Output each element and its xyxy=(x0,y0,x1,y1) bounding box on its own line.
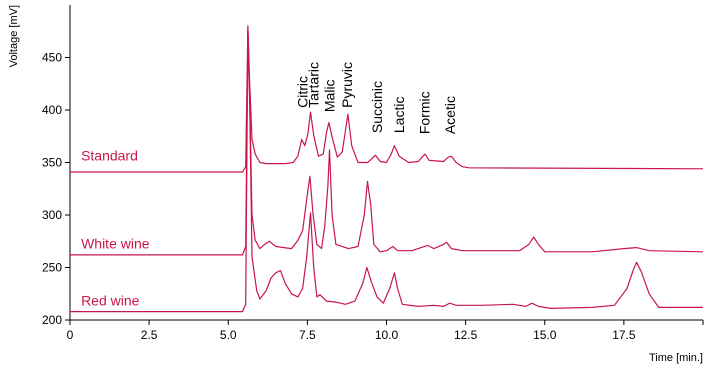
series-label: Red wine xyxy=(81,292,140,308)
peak-label: Lactic xyxy=(391,97,407,134)
x-tick-label: 2.5 xyxy=(141,328,158,342)
x-tick-label: 7.5 xyxy=(299,328,316,342)
y-tick-label: 400 xyxy=(42,103,62,117)
trace-labels: Standard White wine Red wine xyxy=(81,147,150,308)
x-tick-label: 15.0 xyxy=(533,328,557,342)
y-tick-label: 250 xyxy=(42,261,62,275)
x-tick-label: 12.5 xyxy=(454,328,478,342)
y-tick-label: 350 xyxy=(42,156,62,170)
series-label: Standard xyxy=(81,147,138,163)
peak-label: Malic xyxy=(322,79,338,112)
y-tick-label: 450 xyxy=(42,51,62,65)
y-tick-label: 300 xyxy=(42,208,62,222)
traces xyxy=(70,25,704,313)
peak-label: Formic xyxy=(416,91,432,134)
peak-label: Succinic xyxy=(369,81,385,133)
series-label: White wine xyxy=(81,236,150,252)
x-tick-label: 5.0 xyxy=(220,328,237,342)
peak-label: Pyruvic xyxy=(339,62,355,108)
trace-white-wine xyxy=(70,27,704,256)
peak-label: Citric xyxy=(295,76,311,108)
x-tick-label: 17.5 xyxy=(612,328,636,342)
tick-group: 0 2.5 5.0 7.5 10.0 12.5 15.0 17.5 200 250 300 350 40… xyxy=(42,51,704,342)
x-tick-label: 0 xyxy=(67,328,74,342)
x-tick-label: 10.0 xyxy=(375,328,399,342)
trace-red-wine xyxy=(70,29,703,313)
y-tick-label: 200 xyxy=(42,313,62,327)
trace-standard xyxy=(70,25,704,173)
x-axis-title: Time [min.] xyxy=(649,352,703,364)
peak-label: Tartaric xyxy=(306,62,322,108)
y-axis-title: Voltage [mV] xyxy=(8,5,20,67)
peak-label: Acetic xyxy=(442,96,458,134)
